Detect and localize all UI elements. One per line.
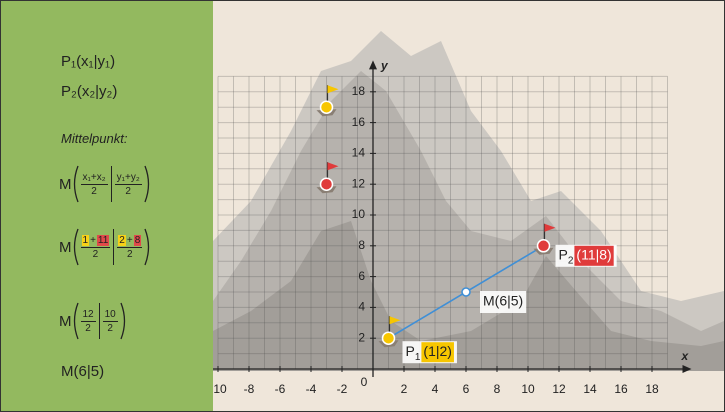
formula-lead: M	[59, 176, 72, 193]
x-tick-label: 0	[361, 375, 368, 389]
result: M(6|5)	[61, 363, 104, 380]
formula-lead: M	[59, 313, 72, 330]
x-tick-label: 8	[494, 382, 501, 396]
y-tick-label: 2	[358, 330, 365, 344]
point	[321, 101, 333, 113]
fraction: y₁+y₂ 2	[115, 172, 142, 197]
x-tick-label: 4	[432, 382, 439, 396]
figure: x y -10-8-6-4-20246810121416182468101214…	[0, 0, 725, 412]
label-coords: (1|2)	[423, 343, 452, 359]
y-tick-label: 16	[352, 115, 366, 129]
numerator-part: +	[126, 235, 134, 246]
label-name: M(6|5)	[483, 293, 523, 309]
point	[321, 178, 333, 190]
formula-panel: P₁(x₁|y₁) P₂(x₂|y₂) Mittelpunkt: M(6|5) …	[1, 1, 213, 411]
fraction: x₁+x₂ 2	[81, 172, 108, 197]
parenthesis-stroke	[74, 303, 78, 339]
label-name: P	[406, 343, 415, 359]
numerator-part: 8	[134, 235, 142, 246]
x-tick-label: 12	[552, 382, 566, 396]
label-subscript: 1	[415, 352, 421, 363]
divider	[99, 303, 100, 339]
parenthesis	[72, 227, 79, 267]
denominator: 2	[127, 248, 133, 260]
numerator: 12	[81, 309, 96, 322]
divider	[111, 166, 112, 202]
x-tick-label: 14	[583, 382, 597, 396]
parenthesis-stroke	[74, 166, 78, 202]
y-tick-label: 18	[352, 84, 366, 98]
y-axis-label: y	[380, 59, 389, 73]
numerator: x₁+x₂	[81, 172, 108, 185]
denominator: 2	[125, 185, 131, 197]
point-notation: P₁(x₁|y₁)	[61, 53, 115, 70]
numerator-part: +	[89, 235, 97, 246]
x-axis-label: x	[681, 349, 690, 363]
label-subscript: 2	[568, 255, 574, 266]
numerator-part: 1	[82, 235, 90, 246]
numerator-part: y₁+y₂	[116, 172, 141, 183]
numerator: y₁+y₂	[115, 172, 142, 185]
numerator-part: 10	[104, 309, 117, 320]
denominator: 2	[91, 185, 97, 197]
y-tick-label: 10	[352, 207, 366, 221]
parenthesis	[72, 164, 79, 204]
x-tick-label: 2	[401, 382, 408, 396]
parenthesis	[72, 301, 79, 341]
x-tick-label: 18	[645, 382, 659, 396]
x-tick-label: -8	[244, 382, 255, 396]
parenthesis	[120, 301, 127, 341]
y-tick-label: 12	[352, 176, 366, 190]
numerator: 1+11	[81, 235, 111, 248]
parenthesis	[144, 227, 151, 267]
numerator: 10	[103, 309, 118, 322]
y-tick-label: 14	[352, 146, 366, 160]
numerator-part: 2	[118, 235, 126, 246]
denominator: 2	[85, 322, 91, 334]
x-tick-label: 16	[614, 382, 628, 396]
denominator: 2	[107, 322, 113, 334]
y-tick-label: 4	[358, 300, 365, 314]
parenthesis	[144, 164, 151, 204]
parenthesis-stroke	[145, 166, 149, 202]
point-notation: P₂(x₂|y₂)	[61, 83, 117, 100]
label-coords: (11|8)	[576, 247, 611, 263]
parenthesis-stroke	[74, 229, 78, 265]
numerator-part: 12	[82, 309, 95, 320]
point	[462, 288, 470, 296]
parenthesis-stroke	[145, 229, 149, 265]
label-name: P	[559, 247, 568, 263]
x-tick-label: 10	[521, 382, 535, 396]
heading: Mittelpunkt:	[61, 131, 127, 146]
parenthesis-stroke	[121, 303, 125, 339]
numerator: 2+8	[117, 235, 142, 248]
formula-lead: M	[59, 239, 72, 256]
x-tick-label: -2	[337, 382, 348, 396]
x-tick-label: -6	[275, 382, 286, 396]
y-tick-label: 8	[358, 238, 365, 252]
x-tick-label: 6	[463, 382, 470, 396]
point-label: M(6|5)	[480, 291, 526, 313]
y-tick-label: 6	[358, 269, 365, 283]
fraction: 122	[81, 309, 96, 334]
point	[383, 332, 395, 344]
divider	[113, 229, 114, 265]
x-tick-label: -4	[306, 382, 317, 396]
point	[538, 240, 550, 252]
denominator: 2	[93, 248, 99, 260]
numerator-part: x₁+x₂	[82, 172, 107, 183]
numerator-part: 11	[97, 235, 109, 246]
